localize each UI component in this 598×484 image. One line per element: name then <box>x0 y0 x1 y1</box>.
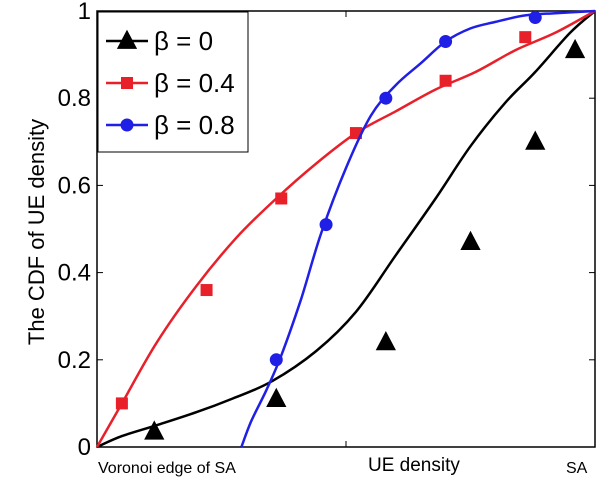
series-triangle <box>96 10 596 449</box>
data-point <box>144 420 165 440</box>
data-point <box>564 38 586 59</box>
data-point <box>319 218 333 232</box>
series-line <box>95 9 596 448</box>
legend-item: β = 0.8 <box>106 110 235 140</box>
y-tick-label: 0.8 <box>58 85 91 112</box>
data-point <box>266 387 287 407</box>
y-tick-label: 1 <box>78 0 91 25</box>
y-tick-label: 0 <box>78 434 91 461</box>
legend-label: β = 0.8 <box>154 110 235 140</box>
data-point <box>200 284 213 297</box>
x-label-left: Voronoi edge of SA <box>98 460 236 477</box>
legend-marker <box>116 29 138 49</box>
legend-item: β = 0 <box>106 26 213 56</box>
data-point <box>379 91 393 105</box>
x-label-center: UE density <box>368 455 460 476</box>
legend-label: β = 0 <box>154 26 213 56</box>
y-tick-labels: 0 0.2 0.4 0.6 0.8 1 <box>58 0 91 461</box>
data-point <box>528 11 542 25</box>
data-point <box>439 35 453 49</box>
data-point <box>275 192 288 205</box>
y-tick-label: 0.4 <box>58 260 91 287</box>
series-line <box>240 9 596 448</box>
data-point <box>519 31 532 44</box>
legend-item: β = 0.4 <box>106 68 235 98</box>
legend-label: β = 0.4 <box>154 68 235 98</box>
legend: β = 0 β = 0.4 β = 0.8 <box>97 11 249 153</box>
series-square <box>95 9 596 448</box>
series-line <box>96 10 596 449</box>
y-axis-label: The CDF of UE density <box>24 119 49 345</box>
data-point <box>439 74 452 87</box>
legend-marker <box>120 118 134 132</box>
series-layer <box>95 9 596 449</box>
series-circle <box>240 9 596 448</box>
data-point <box>269 353 283 367</box>
data-point <box>375 331 396 351</box>
legend-marker <box>121 77 133 89</box>
y-tick-label: 0.2 <box>58 347 91 374</box>
legend-items: β = 0 β = 0.4 β = 0.8 <box>106 26 235 140</box>
y-tick-label: 0.6 <box>58 172 91 199</box>
data-point <box>115 397 128 410</box>
data-point <box>525 130 546 150</box>
x-label-right: SA <box>566 460 588 477</box>
data-point <box>460 230 481 251</box>
